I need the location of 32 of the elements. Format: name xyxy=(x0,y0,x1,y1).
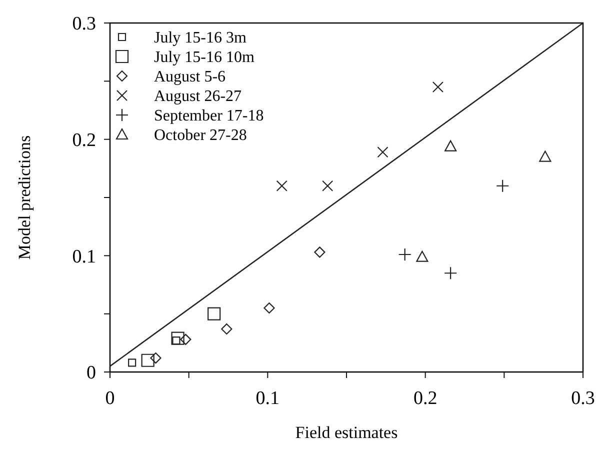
point xyxy=(416,250,428,262)
y-axis-title: Model predictions xyxy=(15,135,34,260)
y-tick-label: 0 xyxy=(86,362,96,384)
y-tick-label: 0.3 xyxy=(72,14,96,35)
point xyxy=(208,307,221,320)
legend-label: August 26-27 xyxy=(154,88,242,106)
point xyxy=(141,354,154,367)
x-tick-label: 0 xyxy=(105,388,115,409)
x-tick-label: 0.2 xyxy=(413,388,438,409)
point xyxy=(264,302,275,314)
point xyxy=(150,352,162,364)
point xyxy=(322,180,334,192)
point xyxy=(377,146,388,158)
point xyxy=(171,332,184,345)
legend-label: August 5-6 xyxy=(154,68,226,86)
y-tick-label: 0.2 xyxy=(72,130,96,151)
legend-label: September 17-18 xyxy=(154,108,264,125)
x-axis-title: Field estimates xyxy=(295,423,398,442)
point xyxy=(221,323,232,335)
point xyxy=(432,81,444,93)
legend-label: July 15-16 10m xyxy=(154,49,255,66)
y-tick-label: 0.1 xyxy=(72,246,96,268)
point xyxy=(444,140,457,152)
point xyxy=(180,334,192,345)
x-tick-label: 0.1 xyxy=(256,388,280,409)
point xyxy=(276,180,288,192)
point xyxy=(128,358,136,367)
point xyxy=(539,150,552,162)
legend-label: July 15-16 3m xyxy=(154,30,247,47)
x-tick-label: 0.3 xyxy=(571,388,595,409)
legend-label: October 27-28 xyxy=(154,127,247,144)
point xyxy=(314,246,326,258)
